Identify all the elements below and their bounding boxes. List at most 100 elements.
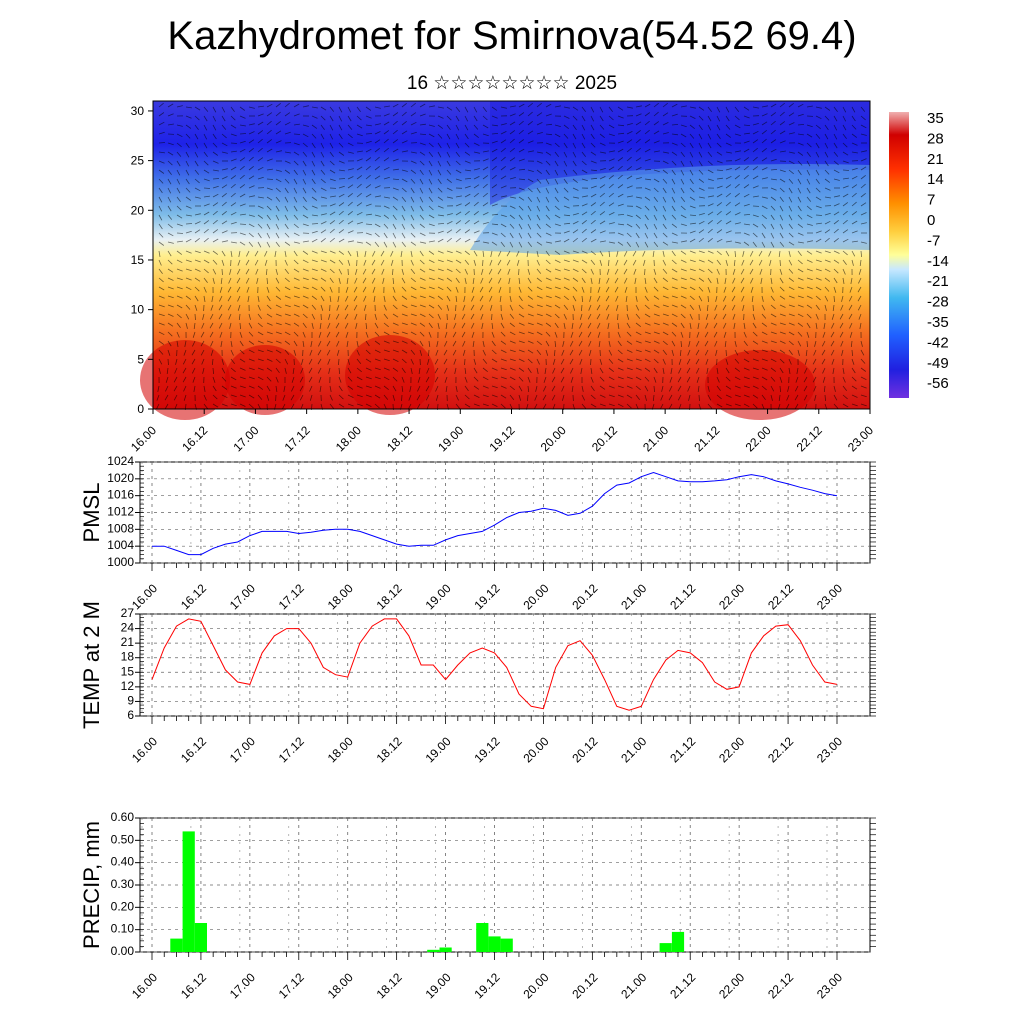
temp-xtick-label: 22.12 <box>765 734 796 765</box>
precip-xtick-label: 16.12 <box>178 970 209 1001</box>
precip-xtick-label: 23.00 <box>814 970 845 1001</box>
heatmap-xtick-label: 17.00 <box>230 423 261 454</box>
temp-xtick-label: 19.12 <box>471 734 502 765</box>
precip-ytick-label: 0.20 <box>111 899 135 913</box>
precip-xtick-label: 22.00 <box>716 970 747 1001</box>
temp-xtick-label: 20.00 <box>520 734 551 765</box>
temp-series-line <box>151 618 838 711</box>
temp-xtick-label: 19.00 <box>423 734 454 765</box>
temp-ytick-label: 27 <box>121 606 135 620</box>
colorbar-label: -49 <box>927 355 949 372</box>
chart-title: Kazhydromet for Smirnova(54.52 69.4) <box>167 14 857 58</box>
heatmap-ytick-label: 25 <box>131 154 145 168</box>
precip-xtick-label: 17.12 <box>276 970 307 1001</box>
pmsl-series-line <box>152 471 838 556</box>
precip-bar <box>476 923 489 952</box>
heatmap-xtick-label: 21.12 <box>691 423 722 454</box>
colorbar-label: -21 <box>927 273 949 290</box>
colorbar-label: -42 <box>927 334 949 351</box>
temp-xtick-label: 17.00 <box>227 734 258 765</box>
temp-xtick-label: 18.00 <box>325 734 356 765</box>
temp-ytick-label: 15 <box>121 664 135 678</box>
pmsl-xtick-label: 21.00 <box>618 581 649 612</box>
temp-xtick-label: 21.12 <box>667 734 698 765</box>
colorbar-label: 0 <box>927 212 935 229</box>
temp-ytick-label: 24 <box>121 621 135 635</box>
pmsl-xtick-label: 20.12 <box>569 581 600 612</box>
wind-barbs <box>155 102 867 411</box>
pmsl-ytick-label: 1016 <box>107 488 134 502</box>
temp-xtick-label: 22.00 <box>716 734 747 765</box>
heatmap-ytick-label: 10 <box>131 303 145 317</box>
pmsl-xtick-label: 18.00 <box>325 581 356 612</box>
pmsl-xtick-label: 16.12 <box>178 581 209 612</box>
pmsl-xtick-label: 18.12 <box>374 581 405 612</box>
heatmap-cold-tongue <box>470 164 870 255</box>
temp-xtick-label: 17.12 <box>276 734 307 765</box>
colorbar-label: -35 <box>927 314 949 331</box>
temp-xtick-label: 16.00 <box>129 734 160 765</box>
pmsl-xtick-label: 23.00 <box>814 581 845 612</box>
precip-bar <box>488 936 501 952</box>
pmsl-xtick-label: 21.12 <box>667 581 698 612</box>
precip-xtick-label: 19.00 <box>423 970 454 1001</box>
temp-ylabel: TEMP at 2 M <box>79 601 104 729</box>
precip-bar <box>194 923 207 952</box>
precip-bar <box>659 943 672 952</box>
precip-bar <box>500 938 513 952</box>
temp-ytick-label: 21 <box>121 635 135 649</box>
precip-xtick-label: 18.12 <box>374 970 405 1001</box>
pmsl-ytick-label: 1004 <box>107 538 134 552</box>
precip-xtick-label: 20.12 <box>569 970 600 1001</box>
precip-xtick-label: 18.00 <box>325 970 356 1001</box>
pmsl-xtick-label: 19.00 <box>423 581 454 612</box>
heatmap-xtick-label: 16.00 <box>128 423 159 454</box>
heatmap-xtick-label: 21.00 <box>640 423 671 454</box>
pmsl-ytick-label: 1020 <box>107 471 134 485</box>
heatmap-xtick-label: 20.12 <box>589 423 620 454</box>
temp-ytick-label: 6 <box>127 708 134 722</box>
colorbar-label: 35 <box>927 110 944 127</box>
pmsl-xtick-label: 22.00 <box>716 581 747 612</box>
temp-ytick-label: 9 <box>127 693 134 707</box>
temp-xtick-label: 23.00 <box>814 734 845 765</box>
heatmap-ytick-label: 20 <box>131 203 145 217</box>
pmsl-ytick-label: 1024 <box>107 454 134 468</box>
pmsl-ylabel: PMSL <box>79 483 104 543</box>
heatmap-xtick-label: 19.12 <box>486 423 517 454</box>
heatmap-xtick-label: 22.00 <box>743 423 774 454</box>
colorbar-label: 14 <box>927 171 944 188</box>
precip-xtick-label: 17.00 <box>227 970 258 1001</box>
heatmap-xtick-label: 19.00 <box>435 423 466 454</box>
precip-bar <box>439 947 452 952</box>
pmsl-ytick-label: 1012 <box>107 505 134 519</box>
pmsl-xtick-label: 19.12 <box>471 581 502 612</box>
heatmap-xtick-label: 22.12 <box>794 423 825 454</box>
heatmap-ytick-label: 30 <box>131 104 145 118</box>
temp-xtick-label: 21.00 <box>618 734 649 765</box>
heatmap-xtick-label: 23.00 <box>845 423 876 454</box>
colorbar <box>889 112 909 398</box>
pmsl-xtick-label: 17.00 <box>227 581 258 612</box>
pmsl-ytick-label: 1000 <box>107 555 134 569</box>
precip-bar <box>170 938 183 952</box>
heatmap-ytick-label: 5 <box>137 352 144 366</box>
precip-ytick-label: 0.10 <box>111 922 135 936</box>
chart-subtitle: 16 ☆☆☆☆☆☆☆☆ 2025 <box>406 73 618 94</box>
heatmap-warm-blob <box>140 340 230 420</box>
colorbar-label: 7 <box>927 192 935 209</box>
colorbar-label: -56 <box>927 375 949 392</box>
precip-bar <box>182 831 195 952</box>
precip-xtick-label: 19.12 <box>471 970 502 1001</box>
precip-bar <box>671 931 685 952</box>
pmsl-xtick-label: 17.12 <box>276 581 307 612</box>
precip-ytick-label: 0.00 <box>111 944 135 958</box>
precip-ytick-label: 0.60 <box>111 810 135 824</box>
heatmap-xtick-label: 18.00 <box>333 423 364 454</box>
colorbar-label: 21 <box>927 151 944 168</box>
temp-xtick-label: 16.12 <box>178 734 209 765</box>
colorbar-label: -14 <box>927 253 949 270</box>
heatmap-ytick-label: 0 <box>137 402 144 416</box>
